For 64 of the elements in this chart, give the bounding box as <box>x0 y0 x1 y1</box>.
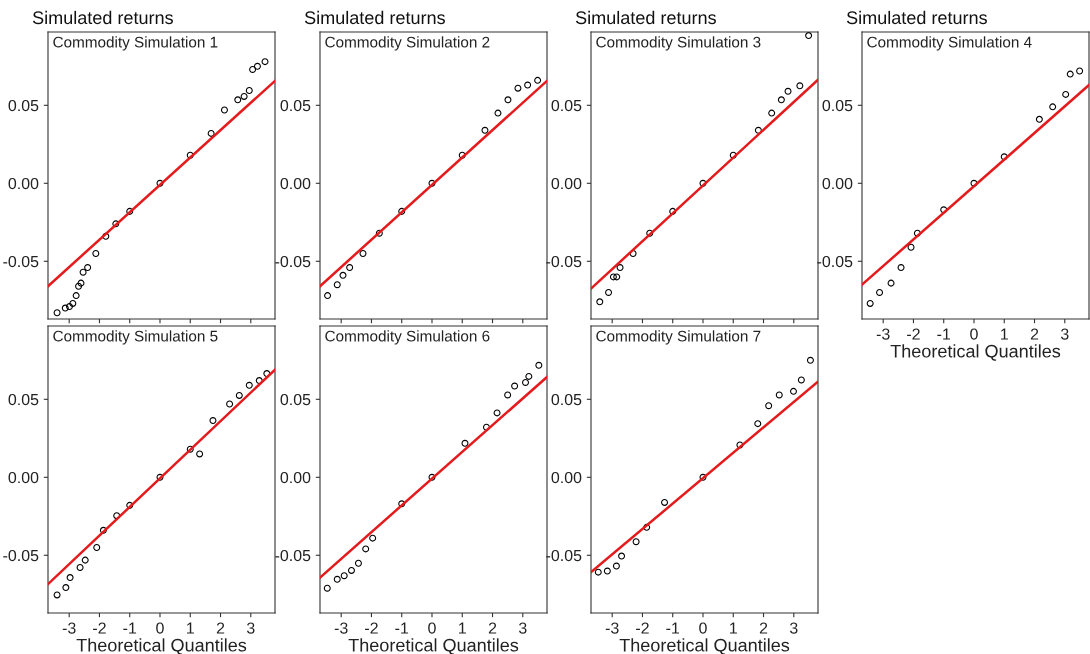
y-axis-title: Simulated returns <box>846 10 987 25</box>
x-tick-label: -3 <box>62 622 76 634</box>
x-tick-label: -3 <box>605 622 619 634</box>
x-tick-label: -3 <box>334 622 348 634</box>
chart-title: Commodity Simulation 2 <box>325 36 490 51</box>
y-tick-label: 0.00 <box>280 177 311 190</box>
x-axis-title: Theoretical Quantiles <box>348 638 519 654</box>
y-tick-label: -0.05 <box>546 549 582 562</box>
y-tick-label: -0.05 <box>275 549 311 562</box>
x-tick-label: -2 <box>636 622 649 634</box>
chart-title: Commodity Simulation 7 <box>596 330 761 345</box>
x-tick-label: 2 <box>216 622 225 634</box>
y-tick-label: -0.05 <box>3 255 39 268</box>
y-tick-label: 0.00 <box>8 471 39 484</box>
y-axis-title: Simulated returns <box>304 10 445 25</box>
x-tick-label: 0 <box>970 328 978 340</box>
y-axis-title: Simulated returns <box>32 10 173 25</box>
x-tick-label: 3 <box>789 622 798 634</box>
y-tick-label: -0.05 <box>3 549 39 562</box>
y-tick-label: 0.05 <box>822 99 853 112</box>
y-tick-label: 0.00 <box>551 177 582 190</box>
x-tick-label: 3 <box>518 622 527 634</box>
x-tick-label: -2 <box>365 622 378 634</box>
y-tick-label: -0.05 <box>275 255 311 268</box>
x-tick-label: -1 <box>937 328 951 340</box>
x-tick-label: 2 <box>1030 328 1039 340</box>
x-tick-label: 0 <box>699 622 707 634</box>
x-tick-label: 1 <box>187 622 194 634</box>
y-axis-title: Simulated returns <box>575 10 716 25</box>
y-tick-label: 0.00 <box>822 177 853 190</box>
chart-title: Commodity Simulation 6 <box>325 330 490 345</box>
chart-title: Commodity Simulation 4 <box>867 36 1032 51</box>
y-tick-label: 0.05 <box>551 99 582 112</box>
x-axis-title: Theoretical Quantiles <box>76 638 247 654</box>
x-tick-label: 2 <box>759 622 768 634</box>
x-tick-label: 3 <box>246 622 255 634</box>
y-tick-label: -0.05 <box>817 255 853 268</box>
x-tick-label: 1 <box>730 622 737 634</box>
x-tick-label: 1 <box>459 622 466 634</box>
y-tick-label: 0.05 <box>8 393 39 406</box>
chart-title: Commodity Simulation 1 <box>53 36 218 51</box>
y-tick-label: -0.05 <box>546 255 582 268</box>
x-axis-title: Theoretical Quantiles <box>619 638 790 654</box>
x-tick-label: 3 <box>1060 328 1069 340</box>
chart-title: Commodity Simulation 3 <box>596 36 761 51</box>
x-tick-label: 1 <box>1001 328 1008 340</box>
y-tick-label: 0.05 <box>280 99 311 112</box>
y-tick-label: 0.05 <box>8 99 39 112</box>
x-axis-title: Theoretical Quantiles <box>890 344 1061 361</box>
x-tick-label: -2 <box>907 328 920 340</box>
y-tick-label: 0.00 <box>551 471 582 484</box>
x-tick-label: 0 <box>156 622 164 634</box>
x-tick-label: -2 <box>93 622 106 634</box>
x-tick-label: 0 <box>428 622 436 634</box>
y-tick-label: 0.00 <box>8 177 39 190</box>
x-tick-label: -1 <box>395 622 409 634</box>
y-tick-label: 0.05 <box>551 393 582 406</box>
chart-title: Commodity Simulation 5 <box>53 330 218 345</box>
x-tick-label: 2 <box>488 622 497 634</box>
x-tick-label: -3 <box>876 328 890 340</box>
y-tick-label: 0.05 <box>280 393 311 406</box>
x-tick-label: -1 <box>666 622 680 634</box>
x-tick-label: -1 <box>123 622 137 634</box>
y-tick-label: 0.00 <box>280 471 311 484</box>
